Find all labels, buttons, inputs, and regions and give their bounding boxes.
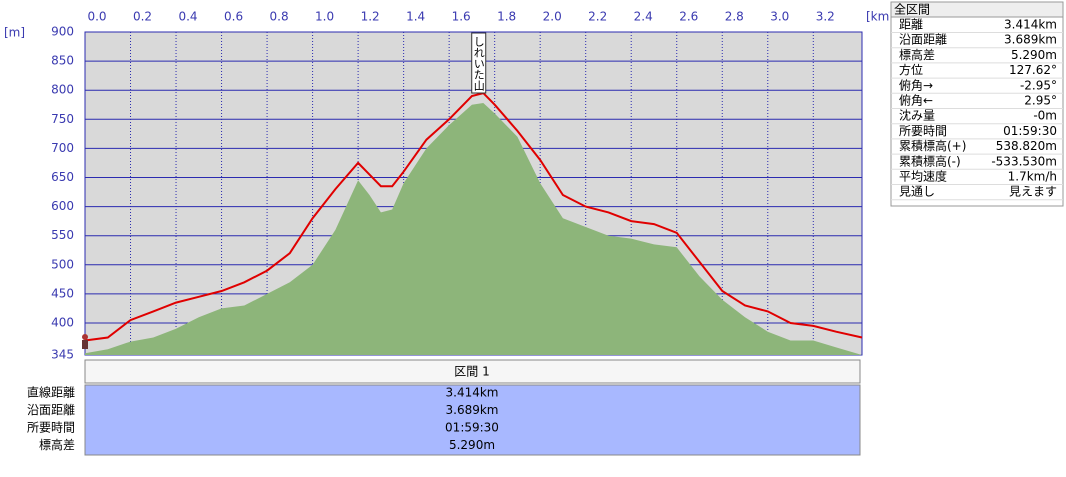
- section-value: 01:59:30: [445, 421, 499, 435]
- y-tick-label: 400: [51, 315, 74, 329]
- y-tick-label: 550: [51, 228, 74, 242]
- y-tick-label: 750: [51, 112, 74, 126]
- summary-label: 距離: [899, 18, 923, 32]
- x-tick-label: 1.4: [406, 10, 425, 24]
- summary-value: -0m: [1033, 109, 1057, 123]
- y-unit: [m]: [4, 26, 25, 40]
- summary-label: 累積標高(-): [899, 153, 961, 168]
- y-tick-label: 900: [51, 25, 74, 39]
- x-tick-label: 3.0: [770, 10, 789, 24]
- x-tick-label: 2.8: [725, 10, 744, 24]
- x-tick-label: 3.2: [816, 10, 835, 24]
- peak-label-box: [471, 32, 487, 94]
- y-tick-label: 700: [51, 141, 74, 155]
- section-value: 3.414km: [446, 386, 499, 400]
- section-header: 区間 1: [454, 365, 489, 379]
- x-tick-label: 0.0: [87, 10, 106, 24]
- summary-value: 3.414km: [1004, 18, 1057, 32]
- summary-value: 5.290m: [1011, 48, 1057, 62]
- summary-value: 01:59:30: [1003, 124, 1057, 138]
- section-value: 3.689km: [446, 403, 499, 417]
- summary-label: 沿面距離: [899, 33, 947, 47]
- summary-value: 見えます: [1009, 185, 1057, 199]
- summary-label: 沈み量: [899, 108, 935, 123]
- section-label: 標高差: [39, 438, 75, 452]
- summary-label: 方位: [899, 62, 923, 77]
- y-tick-label: 800: [51, 83, 74, 97]
- section-value: 5.290m: [449, 438, 495, 452]
- section-label: 沿面距離: [27, 403, 75, 417]
- summary-value: 538.820m: [996, 139, 1057, 153]
- x-tick-label: 2.2: [588, 10, 607, 24]
- summary-label: 累積標高(+): [899, 138, 966, 153]
- terrain-area: [85, 103, 862, 355]
- summary-title: 全区間: [894, 3, 930, 17]
- summary-label: 俯角←: [899, 94, 933, 108]
- summary-value: 2.95°: [1024, 94, 1057, 108]
- y-tick-label: 345: [51, 348, 74, 362]
- y-tick-label: 500: [51, 257, 74, 271]
- y-tick-label: 450: [51, 286, 74, 300]
- x-unit: [km]: [866, 10, 894, 24]
- section-body: [84, 384, 861, 456]
- summary-label: 見通し: [899, 185, 935, 199]
- x-tick-label: 0.6: [224, 10, 243, 24]
- summary-label: 所要時間: [899, 124, 947, 138]
- summary-label: 平均速度: [899, 170, 947, 184]
- summary-value: 1.7km/h: [1008, 170, 1057, 184]
- peak-label: しれいた山: [472, 36, 485, 91]
- summary-value: 127.62°: [1009, 63, 1057, 77]
- summary-value: -533.530m: [991, 154, 1057, 168]
- summary-label: 俯角→: [899, 78, 933, 92]
- summary-panel: [890, 1, 1064, 207]
- x-tick-label: 1.0: [315, 10, 334, 24]
- section-label: 所要時間: [27, 421, 75, 435]
- x-tick-label: 1.8: [497, 10, 516, 24]
- y-tick-label: 600: [51, 199, 74, 213]
- section-header-bar[interactable]: [84, 359, 861, 384]
- route-line: [84, 91, 863, 342]
- summary-title-bar: [890, 1, 1064, 18]
- x-tick-label: 1.2: [361, 10, 380, 24]
- y-tick-label: 850: [51, 54, 74, 68]
- section-label: 直線距離: [27, 385, 75, 400]
- summary-value: -2.95°: [1020, 78, 1057, 92]
- hiker-icon: [82, 334, 88, 349]
- x-tick-label: 0.2: [133, 10, 152, 24]
- x-tick-label: 2.0: [543, 10, 562, 24]
- x-tick-label: 2.6: [679, 10, 698, 24]
- x-tick-label: 0.4: [178, 10, 197, 24]
- summary-label: 標高差: [899, 48, 935, 62]
- summary-value: 3.689km: [1004, 33, 1057, 47]
- x-tick-label: 1.6: [452, 10, 471, 24]
- x-tick-label: 0.8: [270, 10, 289, 24]
- y-tick-label: 650: [51, 170, 74, 184]
- x-tick-label: 2.4: [634, 10, 653, 24]
